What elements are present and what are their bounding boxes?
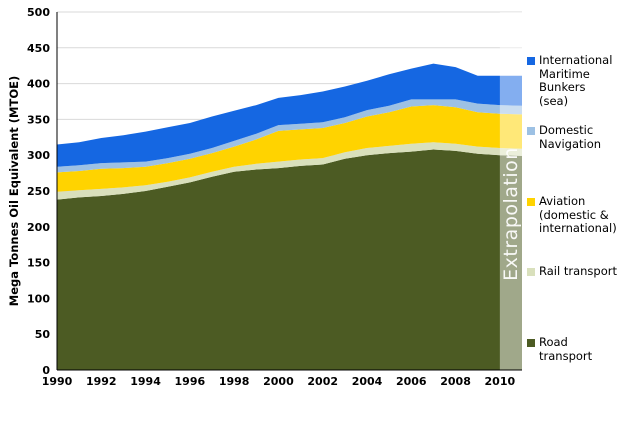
x-tick-label: 1992 (86, 375, 117, 388)
area-aviation-domestic-international (57, 105, 522, 192)
x-tick-label: 1990 (42, 375, 73, 388)
y-tick-label: 200 (27, 221, 50, 234)
y-tick-label: 250 (27, 185, 50, 198)
legend-swatch-icon (527, 198, 535, 206)
y-tick-label: 500 (27, 6, 50, 19)
x-tick-label: 2008 (440, 375, 471, 388)
y-tick-label: 150 (27, 257, 50, 270)
x-tick-label: 2000 (263, 375, 294, 388)
x-tick-label: 2004 (352, 375, 383, 388)
legend-swatch-icon (527, 268, 535, 276)
legend-item-road-transport: Road transport (527, 335, 617, 363)
legend-label: Aviation (domestic & international) (539, 194, 617, 235)
y-tick-label: 100 (27, 292, 50, 305)
y-tick-label: 0 (42, 364, 50, 377)
y-tick-label: 400 (27, 78, 50, 91)
legend-item-domestic-navigation: Domestic Navigation (527, 123, 617, 151)
area-domestic-navigation (57, 99, 522, 173)
x-tick-label: 2006 (396, 375, 427, 388)
legend-swatch-icon (527, 339, 535, 347)
legend-item-international-maritime-bunkers-sea: International Maritime Bunkers (sea) (527, 53, 617, 108)
legend: International Maritime Bunkers (sea) Dome… (527, 0, 627, 421)
legend-label: Road transport (539, 335, 593, 363)
legend-item-rail-transport: Rail transport (527, 264, 617, 279)
legend-swatch-icon (527, 127, 535, 135)
legend-swatch-icon (527, 57, 535, 65)
y-tick-label: 300 (27, 149, 50, 162)
legend-item-aviation-domestic-international: Aviation (domestic & international) (527, 194, 617, 236)
y-tick-label: 50 (35, 328, 51, 341)
area-international-maritime-bunkers-sea (57, 63, 522, 167)
area-rail-transport (57, 142, 522, 200)
area-road-transport (57, 149, 522, 370)
y-tick-label: 450 (27, 42, 50, 55)
x-tick-label: 2010 (485, 375, 516, 388)
x-tick-label: 1998 (219, 375, 250, 388)
extrapolation-band (499, 12, 522, 370)
x-tick-label: 2002 (307, 375, 338, 388)
y-axis-title: Mega Tonnes Oil Equivalent (MTOE) (7, 75, 21, 307)
x-tick-label: 1996 (175, 375, 206, 388)
extrapolation-label: Extrapolation (500, 147, 522, 281)
legend-label: International Maritime Bunkers (sea) (539, 53, 613, 108)
legend-label: Domestic Navigation (539, 123, 602, 151)
y-tick-label: 350 (27, 113, 50, 126)
x-tick-label: 1994 (130, 375, 161, 388)
legend-label: Rail transport (539, 264, 617, 278)
